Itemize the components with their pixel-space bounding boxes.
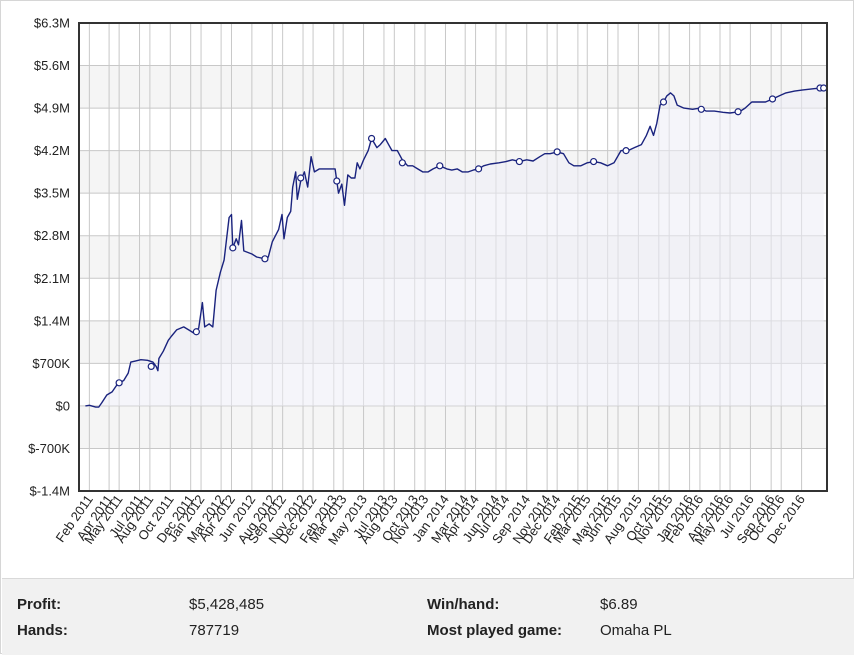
profit-label: Profit:	[17, 596, 62, 613]
series-point	[398, 159, 406, 167]
series-point	[553, 148, 561, 156]
series-point	[697, 105, 705, 113]
series-point	[297, 174, 305, 182]
y-tick-label: $-1.4M	[30, 484, 70, 499]
most-played-game-value: Omaha PL	[600, 622, 672, 639]
y-tick-label: $2.1M	[34, 271, 70, 286]
series-point	[367, 134, 376, 143]
series-point	[229, 244, 237, 252]
y-tick-label: $0	[56, 398, 70, 413]
series-point	[515, 157, 523, 166]
series-point	[820, 84, 828, 92]
series-point	[659, 98, 668, 106]
hands-value: 787719	[189, 622, 240, 639]
series-point	[590, 157, 598, 166]
series-point	[333, 177, 341, 185]
most-played-game-label: Most played game:	[427, 622, 563, 639]
plot-band	[79, 65, 827, 109]
y-tick-label: $4.2M	[34, 143, 70, 158]
series-point	[436, 162, 444, 170]
y-tick-label: $5.6M	[34, 58, 70, 73]
series-point	[622, 147, 630, 155]
y-tick-label: $700K	[32, 356, 70, 371]
y-tick-label: $-700K	[28, 441, 70, 456]
series-area	[85, 88, 824, 408]
y-tick-label: $6.3M	[34, 16, 70, 31]
win-per-hand-label: Win/hand:	[427, 596, 500, 613]
profit-chart: $6.3M $5.6M $4.9M $4.2M $3.5M $2.8M $2.1M $1.4M…	[28, 16, 828, 547]
series-point	[192, 328, 200, 336]
series-point	[261, 255, 269, 263]
plot-frame	[78, 22, 828, 492]
hands-label: Hands:	[17, 622, 68, 639]
y-tick-label: $1.4M	[34, 313, 70, 328]
y-tick-label: $3.5M	[34, 186, 70, 201]
series-point	[474, 165, 483, 173]
stats-panel: Profit: $5,428,485 Win/hand: $6.89 Hands…	[2, 578, 854, 655]
series-point	[147, 362, 155, 371]
series-point	[734, 108, 742, 116]
profit-value: $5,428,485	[189, 596, 265, 613]
y-tick-label: $2.8M	[34, 228, 70, 243]
series-point	[115, 379, 123, 387]
series-point	[768, 95, 777, 103]
y-tick-label: $4.9M	[34, 101, 70, 116]
plot-band	[79, 405, 827, 449]
win-per-hand-value: $6.89	[600, 596, 638, 613]
